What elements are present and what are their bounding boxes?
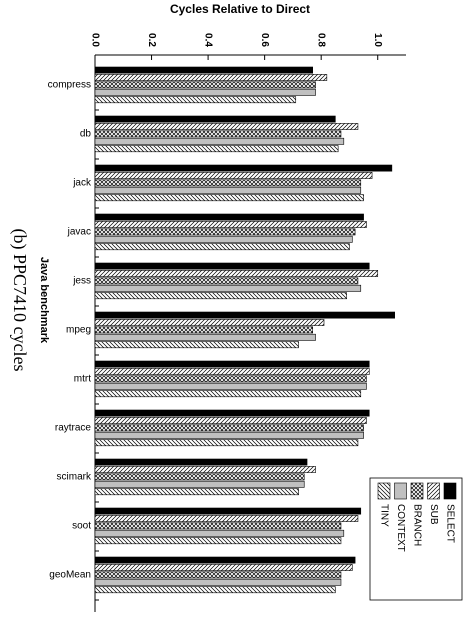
legend-swatch — [427, 482, 440, 500]
bar — [94, 243, 350, 251]
bar — [94, 292, 347, 300]
legend-label: SELECT — [444, 504, 455, 543]
bar — [94, 409, 370, 417]
legend-swatch — [410, 482, 424, 500]
bar — [94, 537, 342, 545]
bar — [94, 556, 356, 564]
bar — [94, 186, 362, 194]
bar — [94, 326, 313, 334]
y-tick-label: javac — [67, 227, 91, 238]
bar — [94, 473, 305, 481]
y-tick-label: mtrt — [74, 374, 91, 385]
y-axis-label: Java benchmark — [38, 257, 50, 344]
bar — [94, 228, 356, 236]
caption: (b) PPC7410 cycles — [9, 229, 30, 372]
bar — [94, 235, 353, 243]
bar — [94, 571, 342, 579]
y-tick-label: soot — [72, 521, 91, 532]
bar — [94, 115, 336, 123]
bar — [94, 96, 297, 104]
bar — [94, 66, 313, 74]
legend-swatch — [377, 482, 391, 500]
y-tick-label: raytrace — [55, 423, 92, 434]
bar — [94, 88, 316, 96]
y-tick-label: jack — [72, 178, 92, 189]
x-tick-label: 0.4 — [202, 33, 213, 47]
y-tick-label: scimark — [57, 472, 92, 483]
y-tick-label: compress — [48, 80, 91, 91]
bar — [94, 221, 367, 228]
bar — [94, 172, 373, 179]
bar — [94, 382, 367, 390]
bar — [94, 213, 364, 221]
bar — [94, 466, 316, 473]
x-tick-label: 1.0 — [372, 33, 383, 47]
bar — [94, 507, 362, 515]
y-tick-label: db — [80, 129, 92, 140]
bar — [94, 375, 367, 383]
legend-label: CONTEXT — [395, 504, 406, 552]
x-tick-label: 0.8 — [316, 33, 327, 47]
bar — [94, 333, 316, 341]
bar — [94, 262, 370, 270]
bar — [94, 529, 345, 537]
bar — [94, 578, 342, 586]
legend-swatch — [394, 482, 407, 500]
bar — [94, 74, 328, 81]
bar — [94, 431, 364, 439]
bar — [94, 194, 364, 202]
bar — [94, 270, 379, 277]
bar — [94, 137, 345, 145]
bar — [94, 123, 359, 130]
bar — [94, 417, 367, 424]
bar — [94, 564, 353, 571]
bar — [94, 522, 342, 530]
bar — [94, 480, 305, 488]
x-tick-label: 0.0 — [89, 33, 100, 47]
legend-label: BRANCH — [411, 504, 422, 546]
bar — [94, 515, 359, 522]
bar — [94, 488, 299, 496]
bar — [94, 319, 325, 326]
bar — [94, 368, 370, 375]
bar — [94, 164, 393, 172]
bar — [94, 439, 359, 447]
bar — [94, 458, 308, 466]
y-tick-label: jess — [72, 276, 91, 287]
legend-label: TINY — [378, 504, 389, 527]
bar — [94, 390, 362, 398]
y-tick-label: geoMean — [49, 570, 91, 581]
bar — [94, 360, 370, 368]
legend-label: SUB — [428, 504, 439, 525]
bar — [94, 284, 362, 292]
bar — [94, 179, 362, 187]
bar — [94, 130, 342, 138]
bar — [94, 586, 336, 594]
y-tick-label: mpeg — [66, 325, 91, 336]
bar — [94, 277, 359, 285]
x-tick-label: 0.6 — [259, 33, 270, 47]
bar — [94, 145, 339, 153]
x-tick-label: 0.2 — [146, 33, 157, 47]
bar — [94, 81, 316, 89]
bar — [94, 311, 395, 319]
bar — [94, 424, 364, 432]
chart-title: Cycles Relative to Direct — [170, 2, 310, 16]
bar — [94, 341, 299, 349]
legend-swatch — [443, 482, 457, 500]
